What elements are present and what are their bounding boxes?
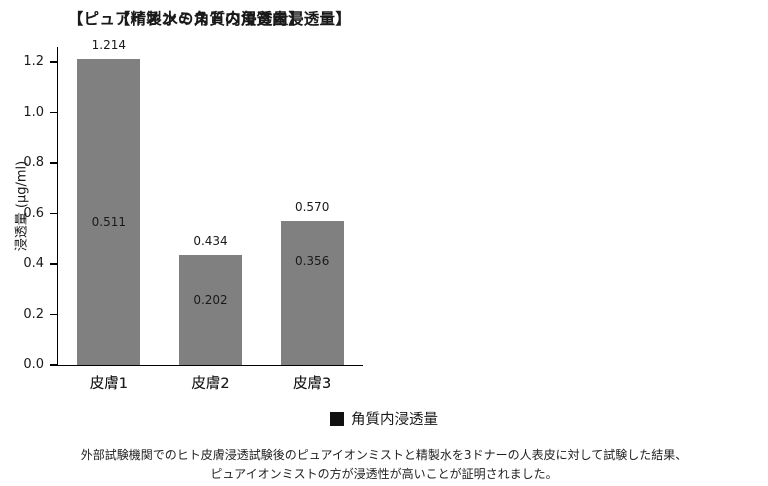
y-tick-mark — [50, 61, 57, 63]
bar-value-label: 0.570 — [294, 200, 330, 215]
x-tick-label: 皮膚3 — [293, 376, 332, 392]
chart-title-pure-ion-mist: 【ピュアイオンミストの角質内浸透量】 — [67, 10, 352, 28]
y-tick-mark — [50, 212, 57, 215]
y-tick-mark — [50, 313, 57, 316]
legend: 角質内浸透量 — [0, 408, 768, 429]
x-tick-label: 皮膚3 — [293, 376, 332, 392]
y-tick-mark — [50, 263, 57, 265]
bar-皮膚1 — [77, 236, 141, 365]
bar-value-label: 0.202 — [193, 293, 228, 308]
y-tick-label: 0.8 — [23, 155, 44, 171]
caption: 外部試験機関でのヒト皮膚浸透試験後のピュアイオンミストと精製水を3ドナーの人表皮… — [0, 446, 768, 483]
y-tick-label: 0.2 — [23, 306, 44, 322]
bar-皮膚3 — [280, 275, 344, 365]
y-tick-mark — [50, 111, 57, 114]
legend-swatch-icon — [330, 411, 344, 426]
chart-title-purified-water: 【精製水の角質内浸透量】 — [114, 10, 305, 28]
x-tick-label: 皮膚1 — [89, 376, 128, 392]
caption-line-1: 外部試験機関でのヒト皮膚浸透試験後のピュアイオンミストと精製水を3ドナーの人表皮… — [80, 448, 688, 462]
plot-area-purified-water: 0.511 皮膚1 0.202 皮膚2 0.356 皮膚3 — [50, 47, 363, 392]
chart-purified-water: 【精製水の角質内浸透量】 0.511 皮膚1 0.202 皮膚2 0.356 皮膚3 — [0, 0, 372, 400]
y-tick-mark — [50, 162, 57, 164]
x-tick-label: 皮膚2 — [191, 376, 230, 392]
bar-value-label: 0.434 — [193, 234, 228, 249]
bar-value-label: 0.356 — [294, 254, 330, 269]
bar-value-label: 0.511 — [91, 215, 126, 230]
y-tick-label: 0.4 — [23, 256, 44, 272]
bar-value-label: 1.214 — [91, 37, 126, 52]
bar-皮膚2 — [178, 314, 242, 365]
y-tick-mark — [50, 364, 57, 366]
x-tick-label: 皮膚1 — [89, 376, 128, 392]
legend-label: 角質内浸透量 — [351, 412, 438, 428]
y-tick-label: 1.0 — [23, 104, 44, 120]
y-tick-label: 0.0 — [23, 357, 44, 372]
caption-line-2: ピュアイオンミストの方が浸透性が高いことが証明されました。 — [210, 466, 558, 481]
y-tick-label: 0.6 — [23, 205, 44, 221]
x-tick-label: 皮膚2 — [191, 376, 230, 392]
y-tick-label: 1.2 — [23, 54, 44, 70]
